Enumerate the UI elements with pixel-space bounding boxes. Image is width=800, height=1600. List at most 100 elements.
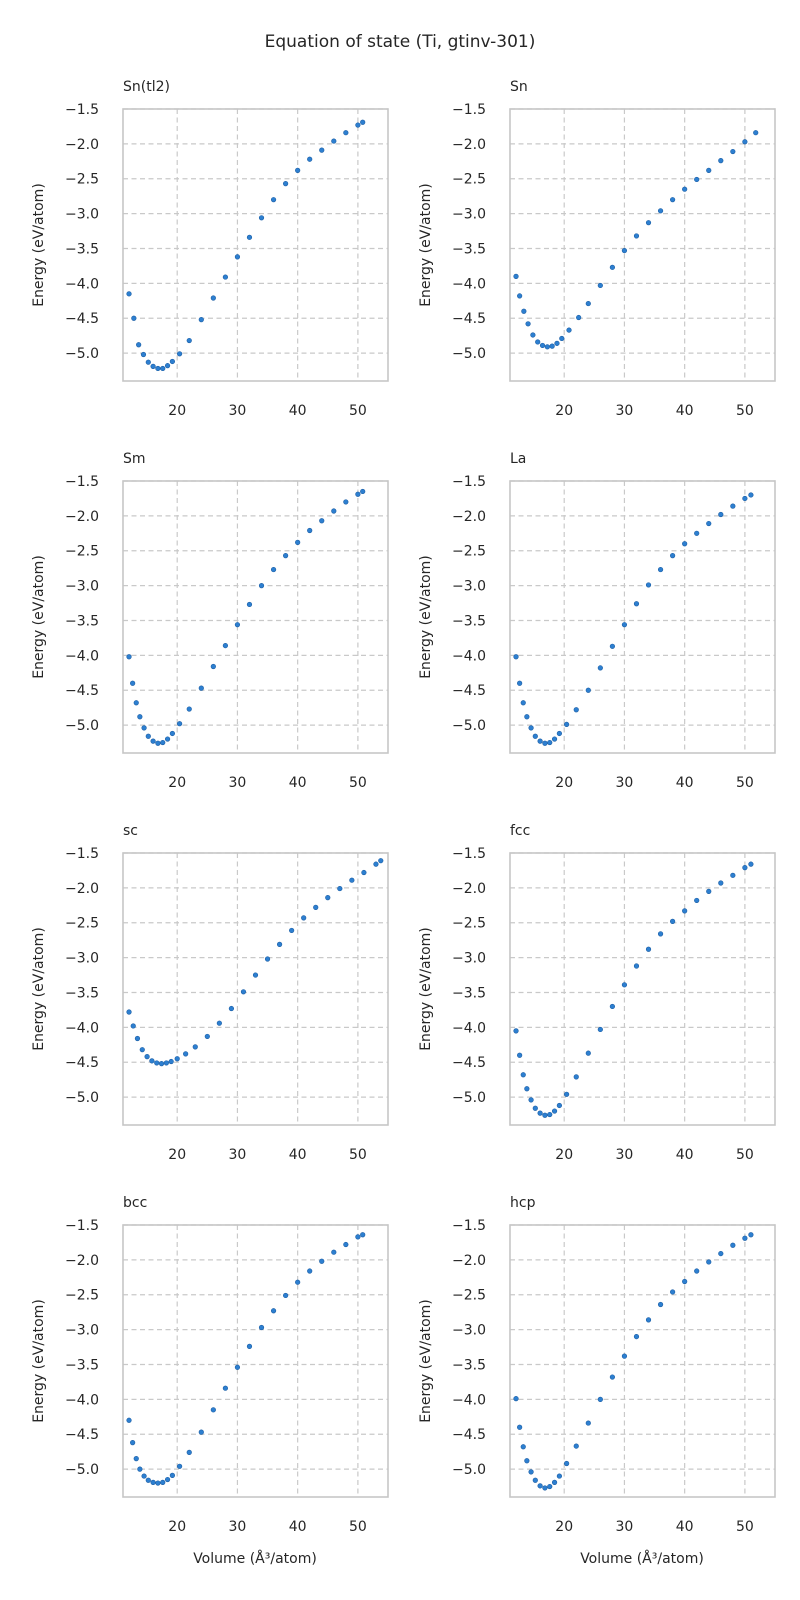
plot-frame: [122, 1224, 389, 1498]
y-tick-label: −3.0: [452, 579, 486, 595]
data-point: [331, 138, 337, 144]
y-tick-label: −4.5: [65, 311, 99, 327]
x-axis-label-left: Volume (Å³/atom): [193, 1550, 317, 1567]
x-tick-label: 20: [168, 1147, 186, 1163]
y-tick-label: −2.5: [452, 172, 486, 188]
data-point: [210, 663, 216, 670]
panel-title: fcc: [510, 823, 530, 839]
data-point: [210, 1407, 216, 1413]
data-point: [597, 1396, 603, 1402]
data-point: [706, 167, 712, 173]
data-point: [131, 315, 137, 321]
data-point: [524, 1086, 530, 1092]
data-point: [283, 553, 289, 559]
y-tick-label: −4.0: [452, 1020, 486, 1036]
x-tick-label: 30: [229, 775, 247, 791]
y-tick-label: −5.0: [65, 346, 99, 362]
panel-title: Sn: [510, 79, 528, 95]
y-tick-label: −2.0: [452, 509, 486, 525]
data-point: [645, 946, 652, 952]
data-point: [319, 147, 325, 153]
y-tick-label: −4.5: [452, 683, 486, 699]
data-point: [564, 1091, 570, 1097]
data-point: [150, 738, 156, 744]
data-point: [258, 583, 265, 589]
data-point: [517, 1424, 523, 1430]
y-tick-label: −2.5: [65, 172, 99, 188]
y-axis-label: Energy (eV/atom): [418, 555, 434, 679]
data-point: [513, 273, 519, 279]
plot-frame: [509, 852, 776, 1126]
x-tick-label: 50: [349, 1147, 367, 1163]
data-point: [748, 1232, 754, 1238]
plot-frame: [122, 852, 389, 1126]
data-point: [228, 1005, 235, 1012]
data-point: [517, 1052, 523, 1058]
y-tick-label: −5.0: [65, 718, 99, 734]
data-point: [177, 721, 183, 727]
data-point: [517, 293, 523, 299]
x-tick-label: 40: [676, 403, 694, 419]
data-point: [160, 739, 166, 746]
y-tick-label: −2.5: [452, 544, 486, 560]
y-tick-label: −2.0: [65, 881, 99, 897]
data-point: [325, 895, 331, 901]
x-tick-label: 50: [736, 1519, 754, 1535]
data-point: [513, 1396, 519, 1402]
y-tick-label: −3.5: [65, 1357, 99, 1373]
data-point: [573, 1443, 579, 1449]
panel-sn: Sn 20 30 40 50 −1.5 −2.0 −2.5 −3.0 −3.5 −4.0 −4.5 −5…: [418, 79, 776, 419]
panel-title: Sn(tl2): [123, 79, 170, 95]
y-tick-label: −4.5: [65, 1055, 99, 1071]
data-point: [270, 1308, 277, 1314]
y-tick-label: −3.5: [65, 985, 99, 1001]
data-point: [130, 680, 136, 686]
data-point: [295, 1279, 301, 1285]
data-point: [169, 358, 175, 365]
data-point: [126, 1417, 132, 1423]
data-point: [547, 1111, 553, 1118]
y-tick-label: −1.5: [65, 846, 99, 862]
y-tick-label: −4.5: [65, 1427, 99, 1443]
data-point: [130, 1439, 136, 1446]
data-point: [126, 1009, 132, 1015]
data-point: [234, 1364, 241, 1370]
data-point: [145, 359, 151, 365]
x-tick-label: 50: [736, 1147, 754, 1163]
data-point: [307, 156, 313, 162]
data-point: [682, 186, 688, 192]
data-point: [307, 527, 313, 534]
data-point: [657, 208, 664, 214]
data-point: [155, 1480, 161, 1486]
data-point: [559, 335, 565, 342]
y-tick-label: −3.5: [452, 613, 486, 629]
data-point: [319, 518, 325, 524]
data-point: [133, 1456, 139, 1462]
y-tick-label: −2.5: [65, 1288, 99, 1304]
data-point: [360, 488, 366, 495]
data-point: [313, 904, 319, 911]
data-point: [289, 927, 295, 934]
data-point: [373, 861, 379, 867]
y-axis-label: Energy (eV/atom): [31, 183, 47, 307]
data-point: [169, 730, 175, 737]
y-tick-label: −4.5: [452, 1055, 486, 1071]
x-tick-label: 50: [736, 403, 754, 419]
y-tick-label: −3.5: [452, 1357, 486, 1373]
y-tick-label: −4.0: [452, 276, 486, 292]
data-point: [177, 1463, 183, 1469]
data-point: [145, 1477, 151, 1483]
data-point: [645, 1317, 652, 1323]
data-point: [566, 327, 572, 333]
x-tick-label: 30: [229, 1147, 247, 1163]
data-point: [597, 282, 603, 289]
data-point: [234, 254, 241, 260]
panel-sm: Sm 20 30 40 50 −1.5 −2.0 −2.5 −3.0 −3.5 −4.0 −4.5 −5…: [31, 451, 389, 791]
data-point: [183, 1051, 189, 1057]
data-point: [524, 714, 530, 720]
y-axis-label: Energy (eV/atom): [418, 927, 434, 1051]
data-point: [150, 1479, 156, 1485]
data-point: [164, 736, 171, 742]
data-point: [633, 963, 640, 969]
